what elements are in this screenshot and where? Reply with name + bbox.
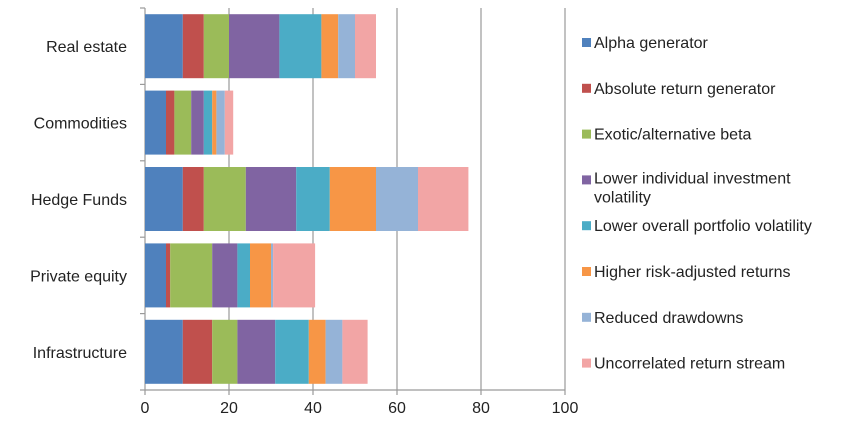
x-tick-label: 60: [388, 400, 406, 417]
legend-label: Absolute return generator: [594, 81, 776, 98]
category-label: Real estate: [46, 39, 127, 56]
bar-segment: [203, 167, 246, 231]
bar-segment: [191, 90, 204, 155]
bar-segment: [329, 167, 376, 231]
bar-segment: [308, 319, 326, 384]
bar-segment: [271, 243, 274, 308]
bar-segment: [182, 167, 204, 231]
bar-segment: [418, 167, 469, 231]
bar-segment: [275, 319, 309, 384]
bar-segment: [166, 243, 171, 308]
bar-segment: [174, 90, 192, 155]
bar-segment: [325, 319, 343, 384]
legend-swatch: [582, 129, 591, 139]
bar-segment: [203, 90, 213, 155]
category-label: Infrastructure: [33, 345, 127, 362]
x-tick-label: 40: [304, 400, 322, 417]
legend-swatch: [582, 38, 591, 47]
legend-label: Lower overall portfolio volatility: [594, 218, 812, 235]
bar-segment: [273, 243, 316, 308]
legend-swatch: [582, 358, 591, 368]
x-tick-label: 20: [220, 400, 238, 417]
bar-segment: [203, 14, 229, 79]
bar-segment: [212, 243, 238, 308]
bar-segment: [224, 90, 234, 155]
x-tick-label: 0: [141, 400, 150, 417]
legend-label: Exotic/alternative beta: [594, 127, 752, 144]
bar-segment: [216, 90, 225, 155]
x-tick-label: 100: [552, 400, 579, 417]
bar-segment: [212, 90, 217, 155]
legend-label: Lower individual investment volatility: [594, 170, 791, 206]
bar-segment: [245, 167, 297, 231]
bars: [145, 14, 469, 384]
bar-segment: [237, 243, 250, 308]
legend-swatch: [582, 221, 591, 231]
bar-segment: [182, 319, 213, 384]
legend-label: Uncorrelated return stream: [594, 356, 785, 373]
bar-segment: [250, 243, 271, 308]
legend-swatch: [582, 83, 591, 93]
bar-segment: [170, 243, 213, 308]
legend-swatch: [582, 175, 591, 185]
legend-swatch: [582, 267, 591, 276]
legend-label: Higher risk-adjusted returns: [594, 264, 791, 281]
bar-segment: [166, 90, 175, 155]
legend-swatch: [582, 312, 591, 322]
bar-segment: [182, 14, 204, 79]
bar-segment: [237, 319, 276, 384]
category-label: Hedge Funds: [31, 192, 127, 209]
bar-segment: [376, 167, 418, 231]
bar-segment: [229, 14, 280, 79]
legend-label: Alpha generator: [594, 35, 709, 52]
bar-segment: [145, 319, 183, 384]
legend: Alpha generator Absolute return generator…: [582, 35, 812, 373]
bar-segment: [145, 90, 166, 155]
bar-segment: [279, 14, 322, 79]
bar-segment: [321, 14, 339, 79]
category-label: Private equity: [30, 268, 127, 285]
bar-segment: [145, 14, 183, 79]
bar-segment: [338, 14, 355, 79]
x-tick-label: 80: [472, 400, 490, 417]
bar-segment: [296, 167, 330, 231]
legend-label: Reduced drawdowns: [594, 310, 743, 327]
bar-segment: [212, 319, 238, 384]
category-label: Commodities: [34, 116, 127, 133]
bar-segment: [342, 319, 368, 384]
bar-segment: [355, 14, 376, 79]
axes: 0 20 40 60 80 100 Real estate Commodities Hedge …: [30, 7, 579, 417]
bar-segment: [145, 167, 183, 231]
bar-segment: [145, 243, 166, 308]
